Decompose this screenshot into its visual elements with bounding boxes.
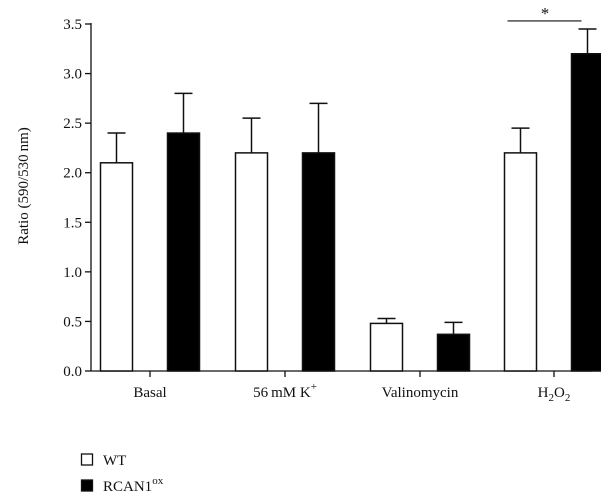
y-tick-label: 3.0 [63,67,82,83]
y-tick-label: 3.5 [63,17,82,33]
bars: * [99,4,601,372]
legend-label-wt: WT [103,453,126,469]
bar-wt [503,152,538,372]
y-tick-label: 2.5 [63,116,82,132]
x-tick-label: 56 mM K+ [253,381,317,401]
x-tick-label: Basal [133,385,166,401]
bar-rcan1ox [166,132,201,372]
y-tick-label: 1.5 [63,215,82,231]
significance-star: * [541,4,550,23]
bar-rcan1ox [436,333,471,372]
y-tick-label: 1.0 [63,265,82,281]
category-labels: Basal 56 mM K+ Valinomycin H2O2 [133,381,570,404]
legend: WT RCAN1ox [80,453,164,495]
legend-label-rcan1ox: RCAN1ox [103,475,164,495]
bar-wt [234,152,269,372]
legend-swatch-rcan1ox [80,479,94,492]
y-tick-label: 0.0 [63,364,82,380]
x-tick-label: Valinomycin [382,385,459,401]
y-axis-label: Ratio (590/530 nm) [16,127,32,245]
y-tick-label: 0.5 [63,314,82,330]
bar-rcan1ox [301,152,336,372]
y-tick-label: 2.0 [63,166,82,182]
bar-wt [99,162,134,372]
bar-wt [369,322,404,372]
bar-rcan1ox [570,52,601,372]
legend-swatch-wt [80,453,94,466]
x-tick-label: H2O2 [538,385,571,404]
